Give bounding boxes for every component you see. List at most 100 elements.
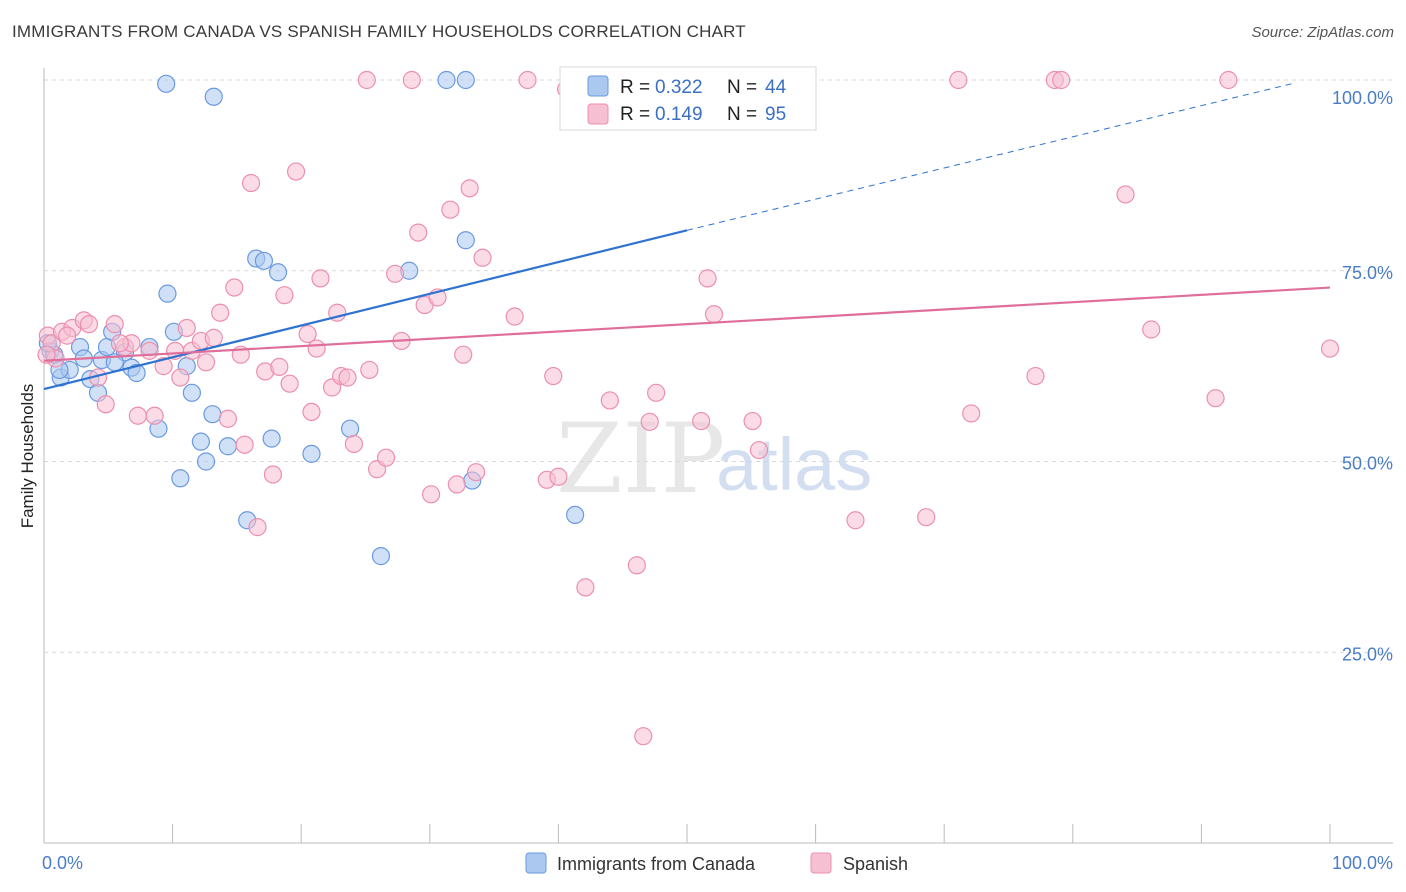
- data-point: [196, 353, 216, 372]
- axes: [43, 68, 1393, 844]
- stats-r-label-canada: R =: [620, 77, 650, 98]
- data-point: [302, 444, 321, 463]
- data-point: [127, 363, 146, 383]
- data-point: [1026, 366, 1045, 386]
- legend-label-canada: Immigrants from Canada: [557, 854, 756, 874]
- trend-line-1: [43, 286, 1331, 362]
- data-point: [1052, 70, 1071, 90]
- stats-n-label-canada: N =: [727, 77, 757, 98]
- data-point: [110, 334, 129, 353]
- y-tick-label: 100.0%: [1332, 88, 1393, 108]
- data-point: [1142, 320, 1161, 339]
- chart-source: Source: ZipAtlas.com: [1251, 24, 1394, 41]
- data-point: [544, 366, 563, 386]
- x-tick-label-min: 0.0%: [42, 853, 83, 873]
- data-point: [846, 511, 865, 530]
- y-tick-labels: 25.0% 50.0% 75.0% 100.0%: [1332, 88, 1393, 664]
- data-point: [402, 70, 421, 90]
- data-point: [454, 345, 473, 364]
- series-points-1: [37, 70, 1340, 746]
- legend-swatch-spanish: [810, 852, 832, 874]
- data-point: [128, 406, 147, 425]
- data-point: [473, 248, 492, 267]
- data-point: [280, 374, 299, 393]
- stats-r-value-canada: 0.322: [655, 77, 703, 98]
- data-point: [286, 162, 306, 181]
- data-point: [456, 231, 475, 250]
- data-point: [634, 727, 653, 746]
- data-point: [357, 70, 376, 90]
- data-point: [460, 179, 479, 198]
- data-point: [505, 307, 524, 326]
- data-point: [647, 383, 666, 402]
- data-point: [158, 284, 177, 303]
- data-point: [196, 452, 216, 471]
- x-tick-label-max: 100.0%: [1332, 853, 1393, 873]
- data-point: [1320, 339, 1340, 358]
- data-point: [627, 556, 646, 575]
- data-point: [421, 485, 441, 504]
- data-point: [566, 505, 585, 525]
- data-point: [307, 339, 326, 358]
- data-point: [191, 432, 210, 451]
- data-point: [698, 269, 717, 288]
- data-point: [466, 463, 486, 482]
- stats-swatch-spanish: [587, 103, 609, 125]
- data-point: [171, 469, 190, 488]
- data-point: [704, 305, 724, 324]
- y-tick-label: 25.0%: [1342, 644, 1393, 664]
- data-point: [204, 87, 223, 106]
- series-legend: Immigrants from Canada Spanish: [525, 852, 908, 874]
- data-point: [1219, 70, 1238, 90]
- data-points: [37, 70, 1340, 746]
- data-point: [340, 419, 360, 438]
- data-point: [298, 324, 317, 344]
- data-point: [79, 315, 99, 334]
- stats-n-value-canada: 44: [765, 77, 787, 98]
- data-point: [157, 74, 176, 93]
- data-point: [456, 70, 475, 90]
- data-point: [376, 448, 396, 467]
- data-point: [692, 411, 711, 431]
- data-point: [437, 70, 456, 90]
- data-point: [225, 278, 244, 297]
- data-point: [254, 251, 274, 270]
- data-point: [248, 518, 267, 537]
- data-point: [262, 429, 281, 448]
- trend-line-extension-0: [686, 83, 1292, 231]
- data-point: [360, 360, 379, 380]
- data-point: [447, 475, 466, 494]
- data-point: [154, 357, 173, 376]
- data-point: [600, 391, 619, 410]
- data-point: [275, 286, 294, 305]
- data-point: [268, 263, 288, 282]
- data-point: [576, 578, 595, 597]
- data-point: [385, 264, 405, 283]
- data-point: [302, 402, 321, 422]
- data-point: [218, 437, 237, 456]
- data-point: [182, 383, 201, 402]
- data-point: [409, 223, 428, 242]
- data-point: [177, 318, 196, 338]
- data-point: [105, 315, 124, 334]
- data-point: [371, 547, 391, 566]
- data-point: [58, 326, 77, 345]
- data-point: [518, 70, 537, 90]
- stats-n-value-spanish: 95: [765, 104, 786, 125]
- y-tick-label: 75.0%: [1342, 263, 1393, 283]
- data-point: [1116, 185, 1135, 204]
- data-point: [949, 70, 968, 90]
- data-point: [218, 409, 237, 428]
- trend-line-0: [43, 229, 688, 391]
- grid-lines: [44, 79, 1393, 653]
- data-point: [311, 269, 330, 288]
- data-point: [1206, 389, 1225, 408]
- data-point: [549, 467, 568, 486]
- data-point: [235, 435, 254, 454]
- data-point: [211, 303, 230, 322]
- data-point: [204, 328, 223, 347]
- legend-label-spanish: Spanish: [843, 854, 908, 874]
- trend-lines: [43, 83, 1331, 391]
- data-point: [743, 411, 762, 431]
